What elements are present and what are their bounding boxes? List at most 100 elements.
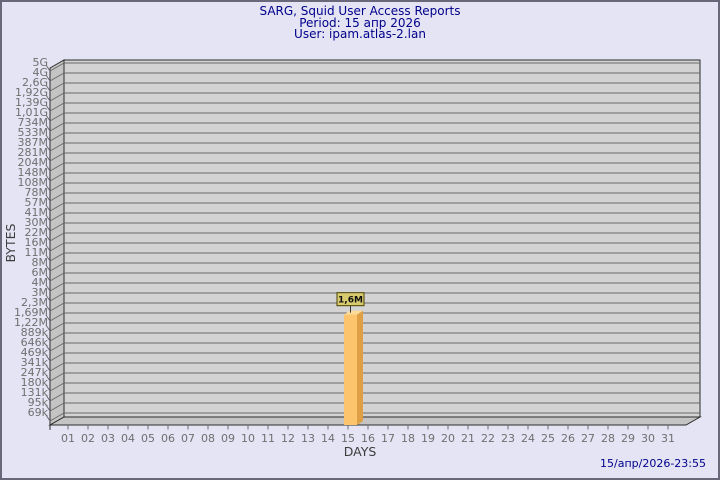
report-header: SARG, Squid User Access Reports Period: … bbox=[2, 4, 718, 41]
y-axis-tick-label: 1,01G bbox=[15, 106, 48, 119]
x-axis-tick-label: 20 bbox=[441, 432, 455, 445]
y-axis-tick-label: 180k bbox=[21, 376, 49, 389]
y-axis-tick-label: 30M bbox=[25, 216, 49, 229]
x-axis-tick-label: 18 bbox=[401, 432, 415, 445]
y-axis-tick-label: 1,39G bbox=[15, 96, 48, 109]
y-axis-tick-label: 646k bbox=[21, 336, 49, 349]
wall-tick bbox=[49, 132, 65, 142]
y-axis-tick-label: 4M bbox=[32, 276, 49, 289]
x-axis-tick-label: 26 bbox=[561, 432, 575, 445]
y-tick bbox=[45, 314, 51, 322]
x-axis-tick-label: 29 bbox=[621, 432, 635, 445]
wall-tick bbox=[49, 282, 65, 292]
y-tick bbox=[45, 94, 51, 102]
wall-tick bbox=[49, 62, 65, 72]
y-tick bbox=[45, 234, 51, 242]
y-axis-tick-label: 3M bbox=[32, 286, 49, 299]
wall-tick bbox=[49, 162, 65, 172]
x-axis-tick-label: 14 bbox=[321, 432, 335, 445]
y-tick bbox=[45, 64, 51, 72]
y-axis-tick-label: 11M bbox=[25, 246, 49, 259]
report-period: Period: 15 апр 2026 bbox=[299, 15, 421, 30]
x-axis-tick-label: 12 bbox=[281, 432, 295, 445]
x-axis-tick-label: 05 bbox=[141, 432, 155, 445]
y-axis-tick-label: 341k bbox=[21, 356, 49, 369]
floor bbox=[48, 416, 702, 426]
x-axis-tick-label: 11 bbox=[261, 432, 275, 445]
x-axis-tick-label: 21 bbox=[461, 432, 475, 445]
y-tick bbox=[45, 324, 51, 332]
y-axis-tick-label: 734M bbox=[18, 116, 49, 129]
y-axis-tick-label: 22M bbox=[25, 226, 49, 239]
y-tick bbox=[45, 374, 51, 382]
y-axis-tick-label: 469k bbox=[21, 346, 49, 359]
y-tick bbox=[45, 274, 51, 282]
y-tick bbox=[45, 254, 51, 262]
bar-value-label: 1,6M bbox=[338, 296, 363, 306]
wall-tick bbox=[49, 252, 65, 262]
y-tick bbox=[45, 184, 51, 192]
y-axis-tick-label: 2,6G bbox=[22, 76, 48, 89]
y-tick bbox=[45, 264, 51, 272]
x-axis-tick-label: 17 bbox=[381, 432, 395, 445]
y-axis-tick-label: 57M bbox=[25, 196, 49, 209]
wall-tick bbox=[49, 312, 65, 322]
wall-tick bbox=[49, 192, 65, 202]
y-tick bbox=[45, 224, 51, 232]
y-tick bbox=[45, 394, 51, 402]
x-axis-tick-label: 22 bbox=[481, 432, 495, 445]
bar-top bbox=[344, 310, 363, 315]
page-title: SARG, Squid User Access Reports bbox=[259, 4, 461, 18]
generation-timestamp: 15/апр/2026-23:55 bbox=[600, 457, 706, 470]
bar-value-box bbox=[336, 292, 365, 307]
y-tick bbox=[45, 74, 51, 82]
wall-tick bbox=[49, 222, 65, 232]
y-tick bbox=[45, 134, 51, 142]
wall-tick bbox=[49, 262, 65, 272]
y-axis-tick-label: 5G bbox=[32, 56, 48, 69]
y-axis-tick-label: 1,92G bbox=[15, 86, 48, 99]
wall-tick bbox=[49, 172, 65, 182]
y-tick bbox=[45, 144, 51, 152]
y-axis-tick-label: 247k bbox=[21, 366, 49, 379]
x-axis-tick-label: 30 bbox=[641, 432, 655, 445]
bar-side bbox=[357, 310, 363, 425]
y-tick bbox=[45, 174, 51, 182]
y-axis-tick-label: 69k bbox=[28, 406, 49, 419]
wall-tick bbox=[49, 402, 65, 412]
wall-tick bbox=[49, 392, 65, 402]
x-axis-tick-label: 24 bbox=[521, 432, 535, 445]
report-user: User: ipam.atlas-2.lan bbox=[294, 27, 426, 41]
x-axis-tick-label: 06 bbox=[161, 432, 175, 445]
wall-tick bbox=[49, 202, 65, 212]
wall-tick bbox=[49, 102, 65, 112]
y-axis-tick-label: 16M bbox=[25, 236, 49, 249]
x-axis-tick-label: 10 bbox=[241, 432, 255, 445]
y-tick bbox=[45, 84, 51, 92]
x-axis-tick-label: 02 bbox=[81, 432, 95, 445]
y-tick bbox=[45, 164, 51, 172]
bar bbox=[344, 314, 357, 425]
wall-tick bbox=[49, 292, 65, 302]
y-axis-tick-label: 2,3M bbox=[21, 296, 48, 309]
y-tick bbox=[45, 354, 51, 362]
y-axis-tick-label: 41M bbox=[25, 206, 49, 219]
y-axis-title: BYTES bbox=[3, 223, 18, 262]
x-axis-tick-label: 13 bbox=[301, 432, 315, 445]
x-axis-tick-label: 09 bbox=[221, 432, 235, 445]
wall-tick bbox=[49, 82, 65, 92]
y-tick bbox=[45, 124, 51, 132]
y-axis-tick-label: 387M bbox=[18, 136, 49, 149]
y-tick bbox=[45, 304, 51, 312]
y-axis-tick-label: 1,22M bbox=[14, 316, 48, 329]
y-axis-tick-label: 4G bbox=[32, 66, 48, 79]
y-tick bbox=[45, 214, 51, 222]
wall-tick bbox=[49, 92, 65, 102]
wall-tick bbox=[49, 272, 65, 282]
y-axis-tick-label: 6M bbox=[32, 266, 49, 279]
x-axis-tick-label: 25 bbox=[541, 432, 555, 445]
y-axis-tick-label: 148M bbox=[18, 166, 49, 179]
wall-tick bbox=[49, 382, 65, 392]
